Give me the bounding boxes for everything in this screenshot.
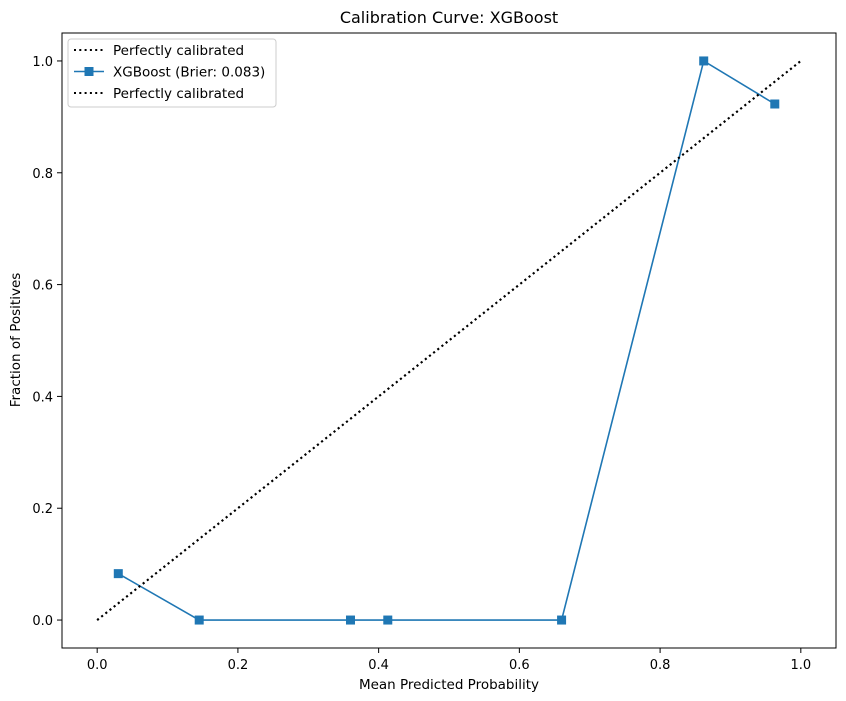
y-tick-label: 0.6 [32, 279, 53, 294]
legend-box [67, 38, 277, 108]
legend-label: XGBoost (Brier: 0.083) [113, 65, 265, 81]
series-line-2 [96, 60, 802, 621]
data-point [113, 569, 123, 579]
series-line-1 [117, 59, 776, 621]
y-axis-title: Fraction of Positives [8, 273, 24, 408]
y-tick-label: 1.0 [32, 55, 53, 70]
data-point [699, 56, 709, 66]
data-point [770, 99, 780, 109]
y-tick-label: 0.8 [32, 167, 53, 182]
chart-title: Calibration Curve: XGBoost [340, 8, 558, 27]
y-tick-label: 0.0 [32, 614, 53, 629]
plot-frame [61, 32, 837, 649]
x-axis-title: Mean Predicted Probability [359, 677, 539, 693]
x-tick-label: 0.4 [368, 658, 389, 673]
legend-swatch-marker [84, 67, 94, 76]
legend-label: Perfectly calibrated [113, 86, 244, 102]
x-tick-label: 0.0 [87, 658, 108, 673]
data-point [557, 615, 567, 625]
y-tick-label: 0.4 [32, 390, 53, 405]
x-tick-label: 0.8 [650, 658, 671, 673]
data-point [383, 615, 393, 625]
y-tick-label: 0.2 [32, 502, 53, 517]
plot-area [96, 56, 802, 625]
legend-label: Perfectly calibrated [113, 43, 244, 59]
legend: Perfectly calibrated XGBoost (Brier: 0.08… [67, 38, 277, 108]
axes: 0.0 0.2 0.4 0.6 0.8 1.0 0.0 0.2 0.4 0.6 0.8 1.0 [32, 32, 837, 673]
x-tick-label: 1.0 [790, 658, 811, 673]
x-tick-label: 0.2 [228, 658, 249, 673]
data-point [194, 615, 204, 625]
data-point [345, 615, 355, 625]
x-tick-label: 0.6 [509, 658, 530, 673]
